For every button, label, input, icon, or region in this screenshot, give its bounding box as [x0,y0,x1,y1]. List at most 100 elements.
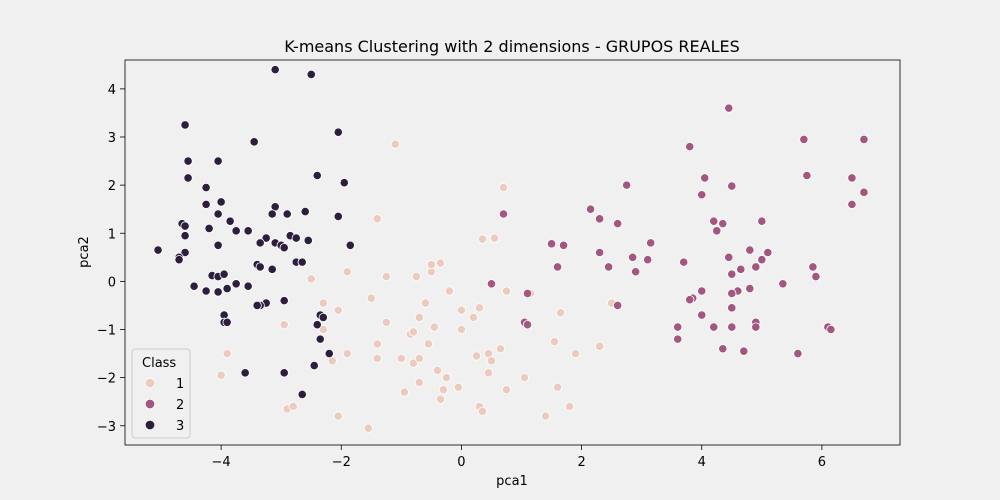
y-axis-label: pca2 [77,236,92,268]
data-point-class-2 [712,226,722,236]
data-point-class-2 [628,252,638,262]
data-point-class-2 [685,295,695,305]
data-point-class-3 [267,209,277,219]
data-point-class-3 [282,209,292,219]
data-point-class-1 [468,312,479,323]
data-point-class-2 [498,209,509,219]
data-point-class-2 [709,216,719,226]
data-point-class-2 [552,262,563,272]
data-point-class-2 [697,190,707,200]
data-point-class-1 [595,341,605,351]
data-point-class-1 [333,305,343,315]
data-point-class-3 [222,283,232,294]
data-point-class-1 [486,356,497,366]
data-point-class-2 [847,199,857,209]
data-point-class-3 [279,368,289,378]
data-point-class-2 [793,348,803,359]
data-point-class-3 [306,69,316,80]
data-point-class-2 [778,279,788,289]
data-point-class-1 [471,351,482,361]
data-point-class-1 [501,385,512,395]
data-point-class-2 [595,247,605,258]
y-tick-label: 3 [108,131,116,146]
data-point-class-3 [216,197,226,207]
data-point-class-3 [279,243,289,253]
data-point-class-1 [435,394,446,404]
data-point-class-3 [222,317,232,327]
legend-title: Class [142,356,176,371]
data-point-class-3 [309,360,319,371]
data-point-class-1 [408,327,418,337]
data-point-class-3 [345,240,355,250]
data-point-class-1 [381,317,391,327]
data-point-class-3 [324,348,334,359]
data-point-class-3 [174,255,184,265]
data-point-class-3 [231,226,241,236]
data-point-class-1 [555,308,566,318]
data-point-class-1 [540,411,551,421]
data-point-class-2 [595,214,605,224]
data-point-class-2 [763,247,773,258]
data-point-class-2 [724,252,734,262]
data-point-class-2 [739,346,749,356]
data-point-class-1 [333,411,343,421]
data-point-class-2 [745,245,755,255]
data-point-class-3 [297,389,307,400]
data-point-class-3 [180,247,190,258]
data-point-class-1 [438,385,449,395]
data-point-class-1 [501,286,512,296]
data-point-class-1 [372,214,382,224]
data-point-class-1 [408,358,418,368]
data-point-class-1 [390,139,400,149]
data-point-class-2 [727,303,737,313]
data-point-class-2 [673,334,683,344]
y-tick-label: 0 [108,275,116,290]
data-point-class-1 [444,286,455,296]
data-point-class-1 [342,348,352,359]
data-point-class-2 [631,267,641,277]
x-axis: −4 −2 0 2 4 6 [212,445,826,470]
y-tick-label: −1 [97,324,116,339]
data-point-class-3 [201,199,211,209]
data-point-class-1 [552,382,563,392]
data-point-class-2 [799,134,809,145]
data-point-class-3 [243,226,253,236]
data-point-class-2 [546,239,557,249]
data-point-class-2 [697,286,707,296]
data-point-class-3 [180,231,190,241]
data-point-class-3 [213,209,223,219]
data-point-class-3 [300,206,310,217]
data-point-class-1 [429,322,439,332]
data-point-class-2 [718,219,728,229]
data-point-class-1 [456,324,467,335]
data-point-class-2 [718,344,728,354]
data-point-class-1 [222,348,232,359]
legend-entries: 1 2 3 [144,377,184,434]
data-point-class-2 [622,180,632,190]
y-axis: −3 −2 −1 0 1 2 3 4 [97,83,125,435]
data-point-class-3 [312,170,322,181]
data-point-class-1 [414,312,424,323]
data-point-class-3 [213,156,223,166]
data-point-class-2 [847,173,857,183]
data-point-class-3 [213,287,223,297]
data-point-class-1 [396,353,406,363]
legend-marker-class-2 [144,398,156,410]
data-point-class-2 [802,170,812,181]
legend-label: 2 [176,398,184,413]
data-point-class-1 [453,382,464,392]
data-point-class-2 [486,279,497,289]
data-point-class-3 [291,233,301,243]
data-point-class-2 [646,238,656,248]
data-point-class-2 [727,269,737,279]
legend-marker-class-3 [144,419,156,431]
data-point-class-1 [495,344,506,354]
y-tick-label: 1 [108,227,116,242]
data-point-class-3 [231,279,241,289]
data-point-class-2 [558,240,569,250]
data-point-class-3 [270,65,280,75]
data-point-class-1 [435,258,446,268]
data-point-class-3 [303,235,313,246]
data-point-class-2 [613,219,623,229]
